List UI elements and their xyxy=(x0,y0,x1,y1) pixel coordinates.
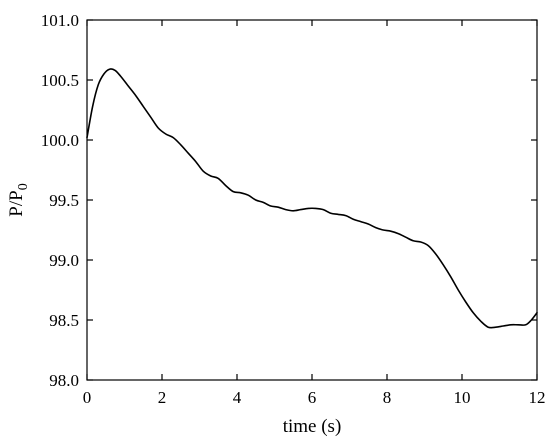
x-tick-label-6: 6 xyxy=(308,388,317,407)
x-tick-label-0: 0 xyxy=(83,388,92,407)
series-line xyxy=(86,68,538,329)
x-tick-label-12: 12 xyxy=(529,388,546,407)
y-axis-label-main: P/P xyxy=(6,190,27,216)
y-axis-label-subscript: 0 xyxy=(16,183,31,190)
plot-frame xyxy=(86,19,538,381)
y-tick-label-98.5: 98.5 xyxy=(49,311,79,330)
x-tick-label-10: 10 xyxy=(454,388,471,407)
y-tick-label-99.0: 99.0 xyxy=(49,251,79,270)
y-tick-label-101.0: 101.0 xyxy=(41,11,79,30)
y-tick-label-99.5: 99.5 xyxy=(49,191,79,210)
x-axis-label: time (s) xyxy=(283,416,342,437)
x-tick-label-8: 8 xyxy=(383,388,392,407)
x-tick-label-4: 4 xyxy=(233,388,242,407)
y-tick-label-100.5: 100.5 xyxy=(41,71,79,90)
x-tick-label-2: 2 xyxy=(158,388,167,407)
y-tick-label-100.0: 100.0 xyxy=(41,131,79,150)
y-axis-label: P/P0 xyxy=(6,183,31,216)
y-tick-label-98.0: 98.0 xyxy=(49,371,79,390)
axis-tick-labels: 0 2 4 6 8 10 12 98.0 98.5 99.0 99.5 100.0 100.5 101.0 xyxy=(41,11,546,407)
